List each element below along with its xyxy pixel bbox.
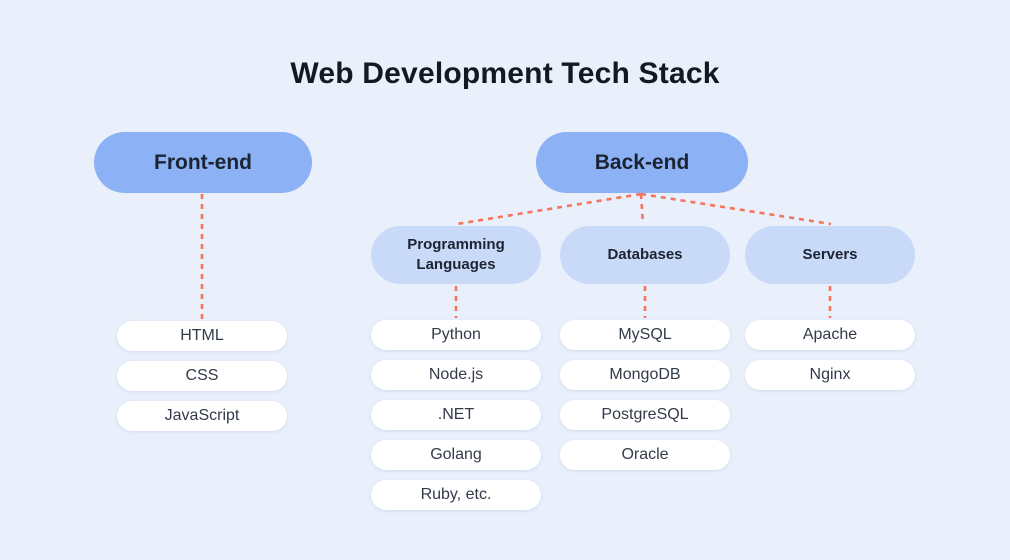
node-databases: Databases (560, 226, 730, 284)
connector-backend-servers (640, 192, 832, 226)
connector-backend-databases (639, 193, 645, 225)
diagram-title: Web Development Tech Stack (290, 57, 720, 90)
node-front-end: Front-end (94, 132, 312, 193)
tech-item-pill: MySQL (560, 320, 730, 350)
connector-backend-languages (456, 192, 642, 226)
node-programming-languages: Programming Languages (371, 226, 541, 284)
node-servers: Servers (745, 226, 915, 284)
tech-item-pill: Nginx (745, 360, 915, 390)
tech-item-pill: MongoDB (560, 360, 730, 390)
tech-item-pill: Golang (371, 440, 541, 470)
servers-item-list: Apache Nginx (745, 320, 915, 390)
front-end-item-list: HTML CSS JavaScript (117, 321, 287, 431)
tech-item-pill: CSS (117, 361, 287, 391)
tech-item-pill: Oracle (560, 440, 730, 470)
tech-item-pill: PostgreSQL (560, 400, 730, 430)
node-back-end: Back-end (536, 132, 748, 193)
tech-item-pill: .NET (371, 400, 541, 430)
tech-item-pill: Apache (745, 320, 915, 350)
languages-item-list: Python Node.js .NET Golang Ruby, etc. (371, 320, 541, 510)
tech-item-pill: Ruby, etc. (371, 480, 541, 510)
tech-item-pill: Python (371, 320, 541, 350)
tech-item-pill: Node.js (371, 360, 541, 390)
databases-item-list: MySQL MongoDB PostgreSQL Oracle (560, 320, 730, 470)
tech-item-pill: JavaScript (117, 401, 287, 431)
tech-item-pill: HTML (117, 321, 287, 351)
